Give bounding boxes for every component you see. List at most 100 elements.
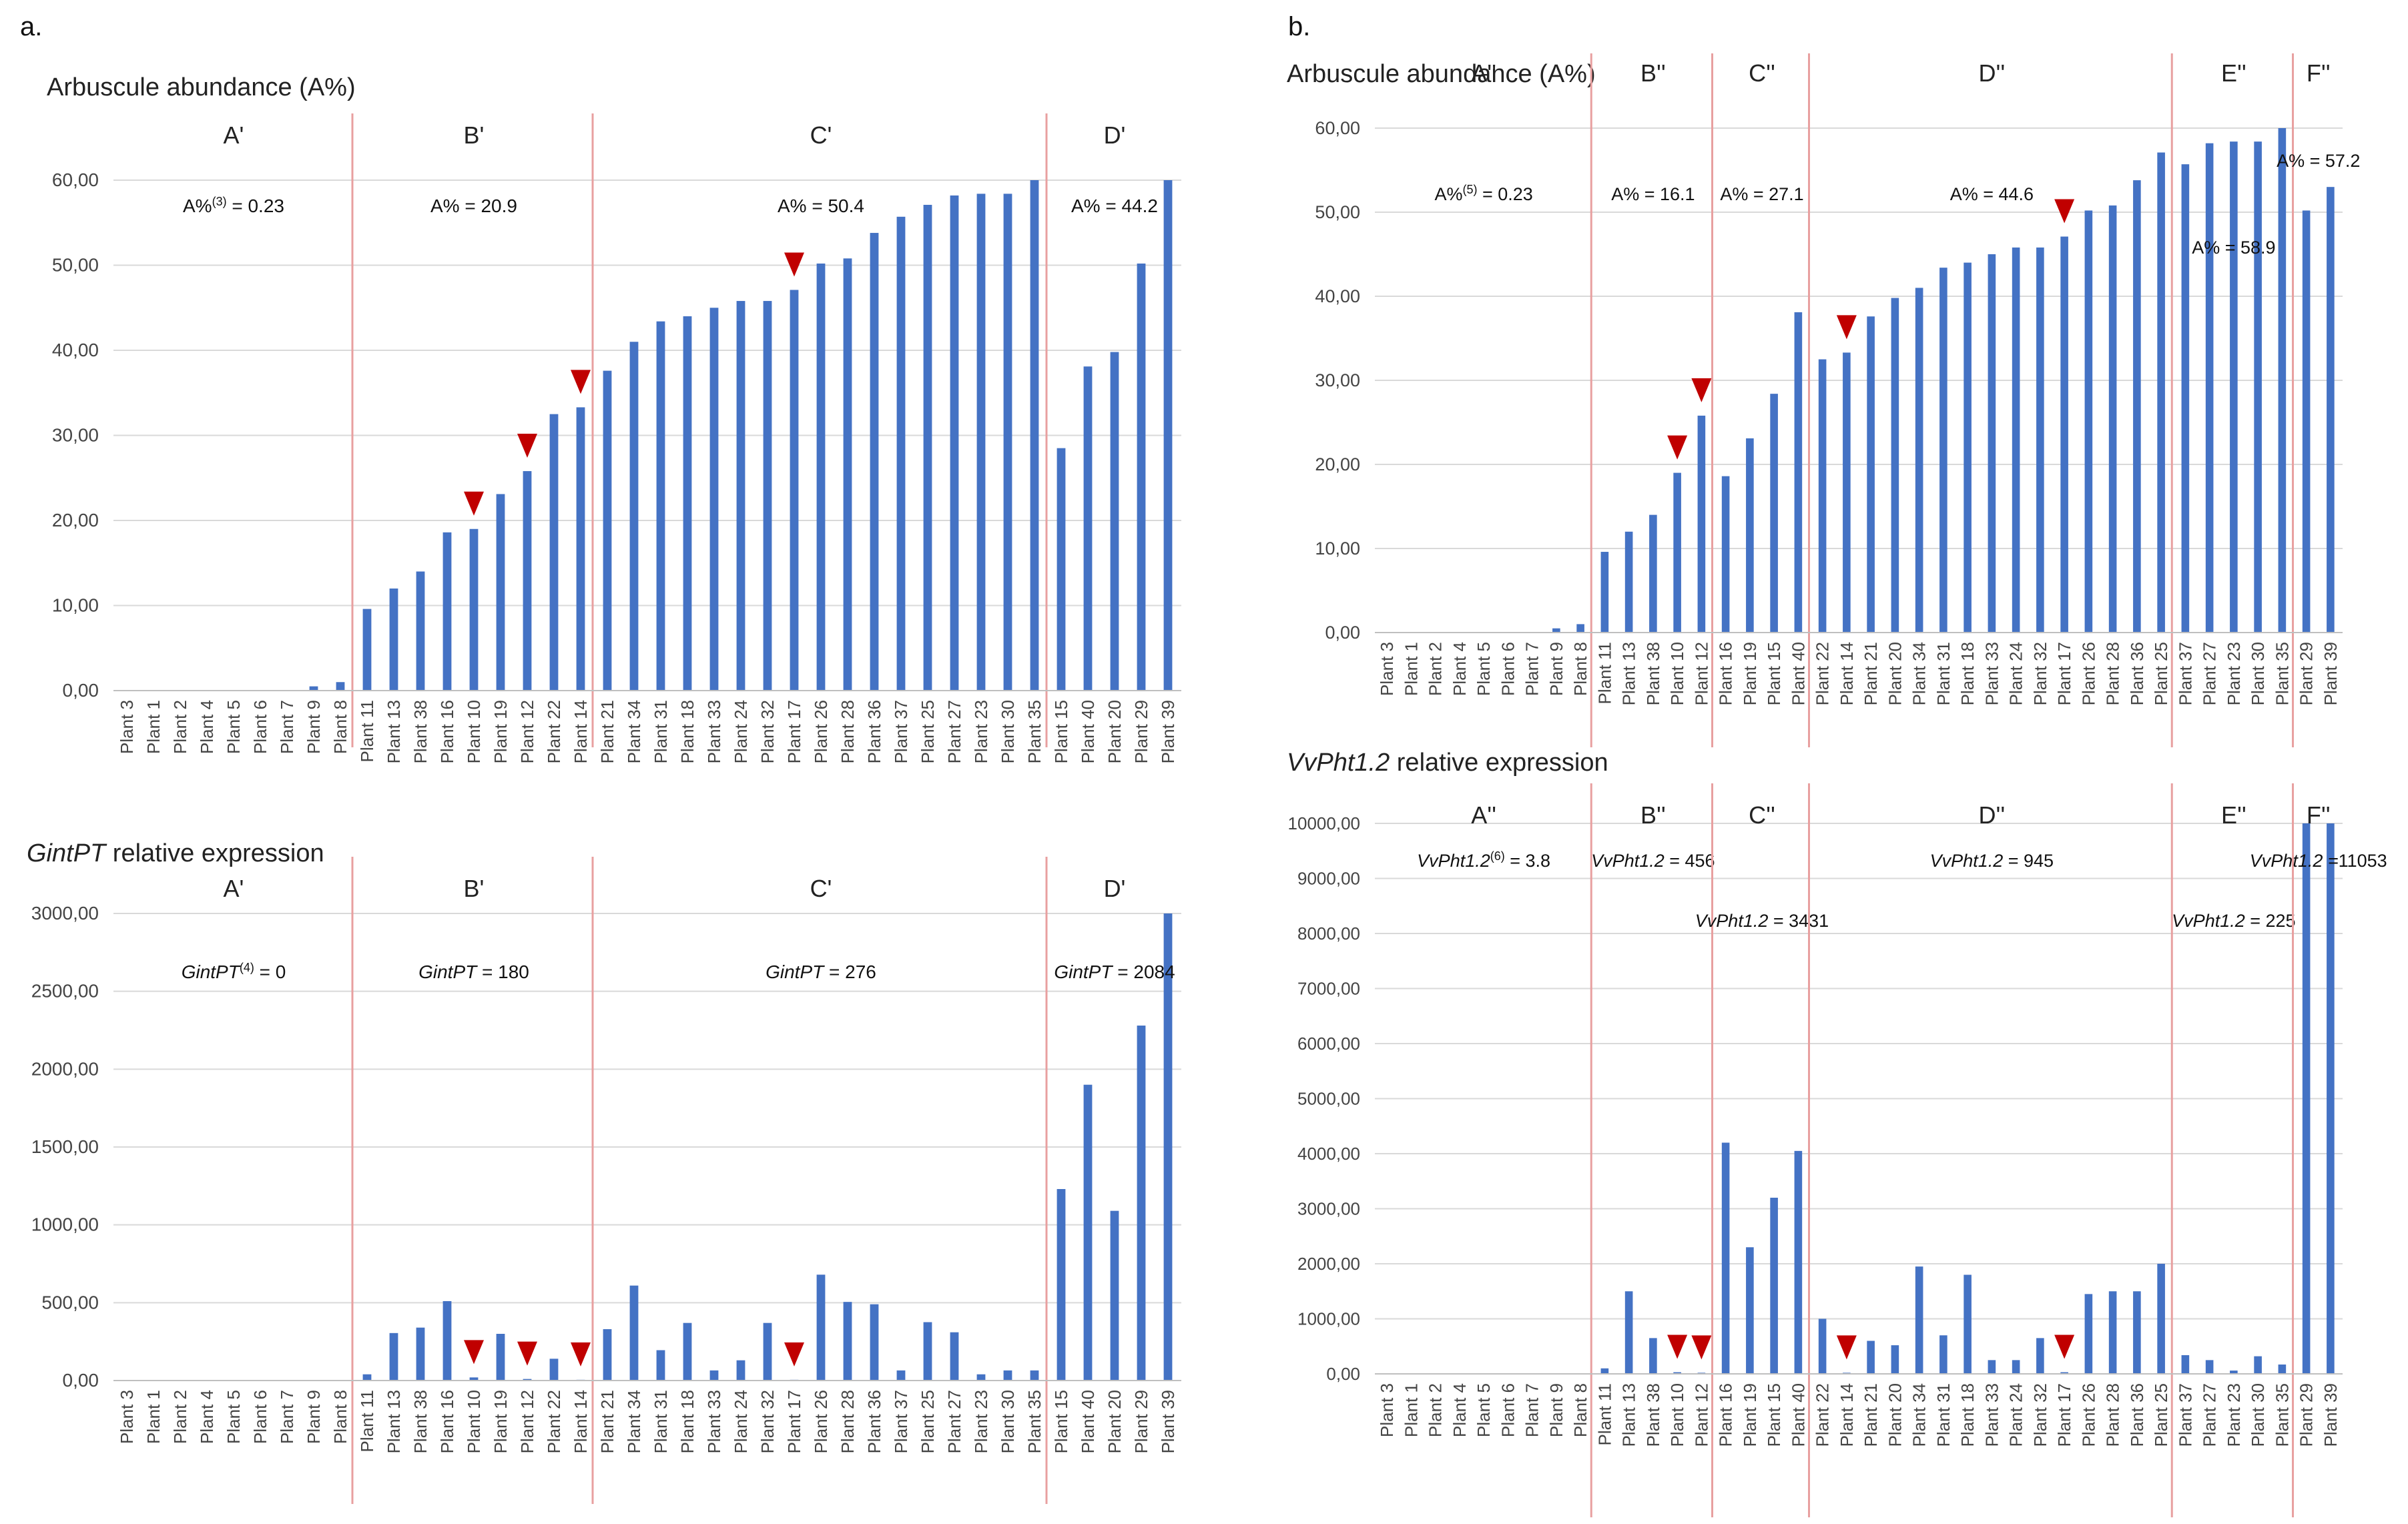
bar xyxy=(1137,1026,1146,1381)
y-tick-label: 6000,00 xyxy=(1297,1034,1360,1054)
x-tick-label: Plant 1 xyxy=(143,1390,164,1444)
bar xyxy=(1030,180,1039,691)
marker-triangle xyxy=(571,1342,591,1367)
x-tick-label: Plant 24 xyxy=(731,1390,751,1453)
chart-title-a-top: Arbuscule abundance (A%) xyxy=(47,73,356,101)
x-tick-label: Plant 7 xyxy=(1522,1383,1542,1437)
y-tick-label: 500,00 xyxy=(41,1292,99,1312)
y-tick-label: 3000,00 xyxy=(1297,1199,1360,1219)
bar xyxy=(442,532,452,691)
bar xyxy=(816,1274,826,1381)
x-tick-label: Plant 31 xyxy=(1933,1383,1953,1447)
bar xyxy=(523,1379,532,1381)
bar xyxy=(1891,298,1899,633)
x-tick-label: Plant 22 xyxy=(1813,642,1833,705)
marker-triangle xyxy=(464,491,484,516)
bar xyxy=(389,1332,398,1381)
bar xyxy=(1794,1150,1803,1374)
bar xyxy=(2230,1371,2238,1374)
bar xyxy=(603,370,612,691)
x-tick-label: Plant 12 xyxy=(517,700,537,763)
group-label: B' xyxy=(464,121,485,149)
x-tick-label: Plant 37 xyxy=(891,700,911,763)
y-tick-label: 20,00 xyxy=(1315,454,1360,474)
x-tick-label: Plant 3 xyxy=(1377,642,1397,696)
x-tick-label: Plant 17 xyxy=(2054,1383,2074,1447)
x-tick-label: Plant 2 xyxy=(1426,642,1446,696)
x-tick-label: Plant 1 xyxy=(1401,642,1421,696)
x-tick-label: Plant 4 xyxy=(1450,642,1470,696)
group-label: A' xyxy=(224,875,244,902)
group-annotation: A% = 20.9 xyxy=(430,196,517,216)
x-tick-label: Plant 26 xyxy=(2078,1383,2098,1447)
bar xyxy=(1057,448,1066,691)
x-tick-label: Plant 11 xyxy=(357,700,377,762)
bar xyxy=(2254,141,2262,633)
x-tick-label: Plant 1 xyxy=(1401,1383,1421,1437)
bar xyxy=(1843,352,1851,633)
bar xyxy=(389,589,398,691)
bar xyxy=(923,1322,932,1381)
bar xyxy=(2181,1355,2190,1374)
bar xyxy=(496,1334,505,1381)
x-tick-label: Plant 23 xyxy=(2224,642,2244,705)
y-tick-label: 10000,00 xyxy=(1288,813,1360,833)
x-tick-label: Plant 30 xyxy=(2248,642,2268,705)
bar xyxy=(1697,415,1706,633)
x-tick-label: Plant 32 xyxy=(2030,642,2050,705)
bar xyxy=(416,571,425,691)
bar xyxy=(896,1370,906,1381)
x-tick-label: Plant 40 xyxy=(1788,642,1808,705)
x-tick-label: Plant 30 xyxy=(998,1390,1018,1453)
y-tick-label: 2500,00 xyxy=(31,981,99,1002)
x-tick-label: Plant 20 xyxy=(1105,700,1125,763)
bar xyxy=(763,301,772,691)
bar xyxy=(442,1301,452,1381)
x-tick-label: Plant 32 xyxy=(758,700,778,763)
group-annotation: GintPT = 2084 xyxy=(1054,962,1175,982)
x-tick-label: Plant 6 xyxy=(1498,642,1518,696)
x-tick-label: Plant 13 xyxy=(384,700,404,763)
bar xyxy=(1673,1372,1681,1374)
bar xyxy=(870,1304,879,1381)
y-tick-label: 30,00 xyxy=(1315,370,1360,390)
bar xyxy=(1649,1338,1657,1374)
x-tick-label: Plant 14 xyxy=(571,700,591,763)
x-tick-label: Plant 5 xyxy=(1474,642,1494,696)
group-annotation: VvPht1.2 =11053 xyxy=(2250,851,2387,871)
x-tick-label: Plant 17 xyxy=(784,700,804,763)
x-tick-label: Plant 40 xyxy=(1788,1383,1808,1447)
bar xyxy=(1915,1266,1923,1374)
group-annotation: A%(5) = 0.23 xyxy=(1434,183,1532,204)
x-tick-label: Plant 1 xyxy=(143,700,164,754)
y-tick-label: 4000,00 xyxy=(1297,1144,1360,1164)
bar xyxy=(709,308,719,691)
x-tick-label: Plant 26 xyxy=(811,1390,831,1453)
x-tick-label: Plant 28 xyxy=(838,1390,858,1453)
x-tick-label: Plant 11 xyxy=(357,1390,377,1452)
x-tick-label: Plant 35 xyxy=(2272,642,2292,705)
bar xyxy=(2060,1372,2068,1374)
x-tick-label: Plant 32 xyxy=(758,1390,778,1453)
bar xyxy=(2254,1356,2262,1374)
x-tick-label: Plant 40 xyxy=(1078,700,1098,763)
bar xyxy=(2278,128,2287,633)
y-tick-label: 2000,00 xyxy=(31,1058,99,1079)
x-tick-label: Plant 35 xyxy=(1024,700,1044,763)
bar xyxy=(2133,1291,2141,1374)
bar xyxy=(2230,141,2238,633)
x-tick-label: Plant 36 xyxy=(2127,642,2147,705)
x-tick-label: Plant 31 xyxy=(651,700,671,763)
bar xyxy=(336,682,345,691)
bar xyxy=(1867,316,1875,633)
bar xyxy=(549,1359,559,1381)
bar xyxy=(1770,1198,1778,1374)
x-tick-label: Plant 29 xyxy=(2297,642,2317,705)
x-tick-label: Plant 19 xyxy=(491,700,511,763)
y-tick-label: 9000,00 xyxy=(1297,869,1360,889)
bar xyxy=(1721,476,1730,633)
group-annotation: A% = 44.2 xyxy=(1071,196,1158,216)
marker-triangle xyxy=(1691,1335,1712,1360)
group-label: C' xyxy=(810,875,832,902)
chart-title-b-bottom: VvPht1.2 relative expression xyxy=(1287,749,1608,777)
